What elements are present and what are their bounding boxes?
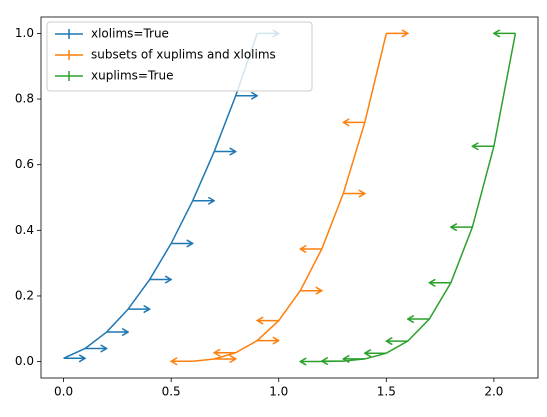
- series-line: [63, 33, 258, 359]
- x-tick-label: 2.0: [484, 385, 503, 399]
- y-tick-label: 0.6: [15, 157, 34, 171]
- legend-box: [46, 21, 313, 92]
- y-tick-label: 0.0: [15, 354, 34, 368]
- legend-label: xuplims=True: [91, 69, 173, 83]
- x-tick-label: 1.0: [269, 385, 288, 399]
- plot-frame: [40, 16, 539, 379]
- series-line: [321, 33, 517, 363]
- series-line: [192, 33, 388, 363]
- y-tick-label: 1.0: [15, 26, 34, 40]
- x-tick-label: 1.5: [377, 385, 396, 399]
- legend-label: subsets of xuplims and xlolims: [91, 48, 276, 62]
- legend-label: xlolims=True: [91, 27, 169, 41]
- y-tick-label: 0.4: [15, 223, 34, 237]
- x-tick-label: 0.5: [162, 385, 181, 399]
- y-tick-label: 0.2: [15, 288, 34, 302]
- x-tick-label: 0.0: [54, 385, 73, 399]
- y-tick-label: 0.8: [15, 92, 34, 106]
